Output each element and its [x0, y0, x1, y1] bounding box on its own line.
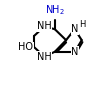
Text: NH$_2$: NH$_2$	[45, 3, 65, 17]
Text: N: N	[71, 47, 78, 57]
Text: H: H	[80, 20, 86, 29]
Text: N: N	[71, 24, 78, 34]
Text: NH: NH	[37, 52, 52, 62]
Text: HO: HO	[18, 42, 33, 52]
Text: NH: NH	[37, 21, 52, 31]
